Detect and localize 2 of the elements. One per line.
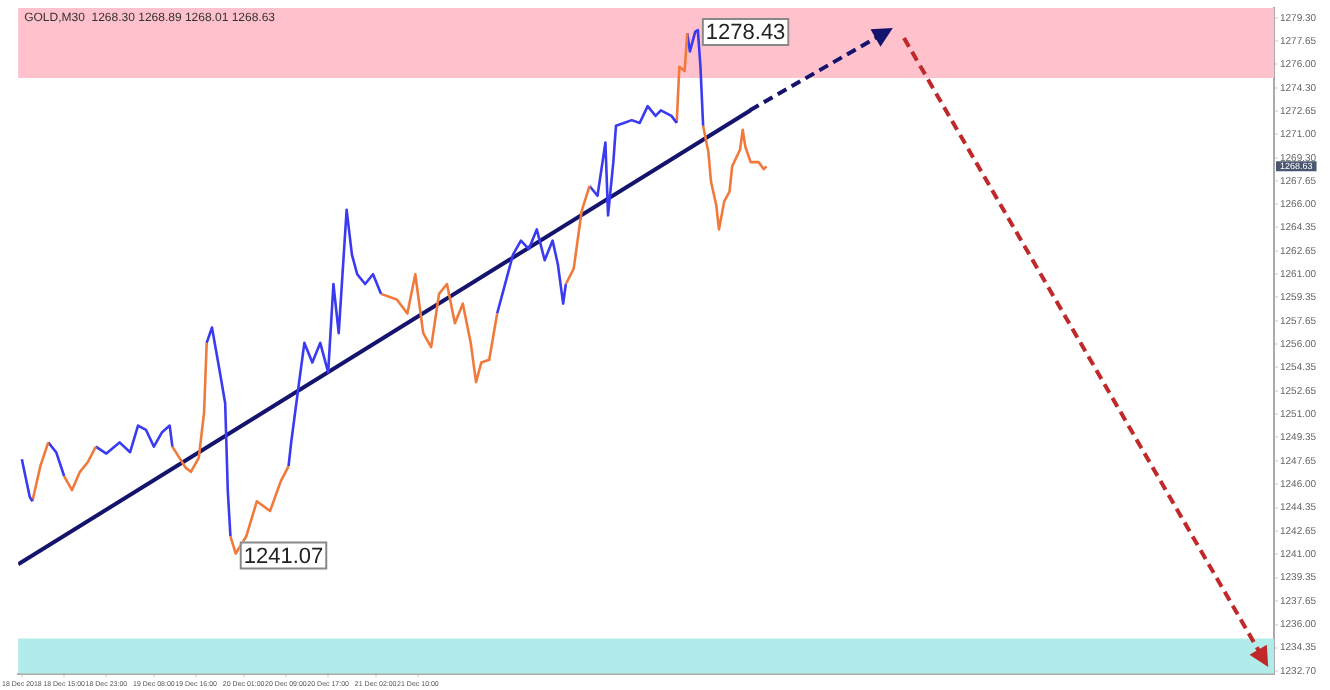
annotation: 1278.43 xyxy=(705,21,786,46)
annotation: 1241.07 xyxy=(243,544,324,569)
